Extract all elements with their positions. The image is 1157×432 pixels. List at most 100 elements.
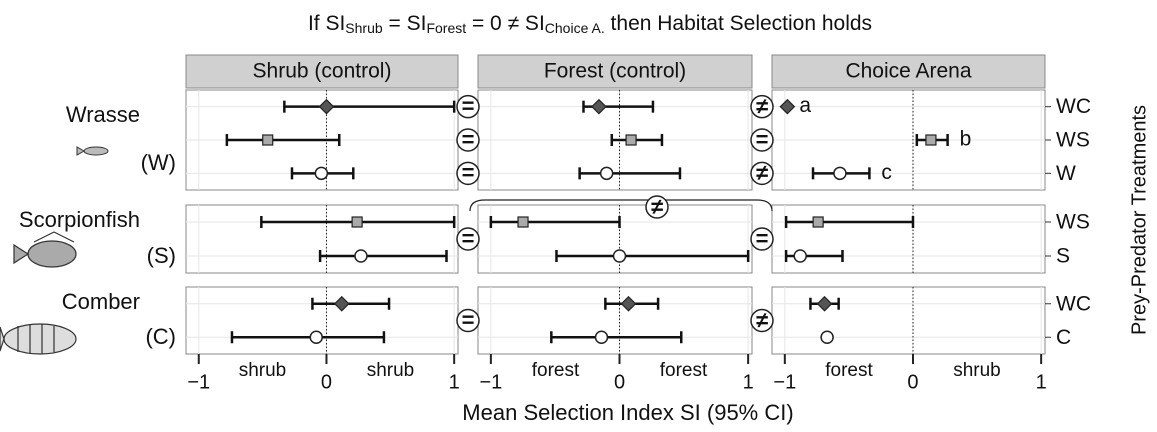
group-label: Wrasse [66,102,140,127]
point [354,249,368,263]
x-annotation: shrub [239,360,287,381]
significance-letter: a [799,94,811,117]
facet-strip [771,54,1046,89]
facet-strip [477,54,753,89]
facet-label: Shrub (control) [253,60,392,83]
x-tick-label: −1 [187,371,210,393]
point [612,249,627,263]
x-annotation: forest [825,360,873,381]
treatment-label: WC [1056,292,1091,315]
comparison-circle [750,161,774,186]
fish-icon [76,146,109,156]
title-subscript: Choice A. [545,20,605,36]
significance-letter: b [960,128,972,151]
point [591,98,607,115]
treatment-label: C [1056,326,1071,349]
comparison-circle [750,128,774,152]
comparison-circle [456,161,480,186]
treatment-label: WS [1056,211,1090,234]
title-subscript: Forest [426,20,466,36]
bracket [469,199,773,212]
panel [185,204,459,274]
panel [771,204,1046,274]
x-tick-label: −1 [479,371,502,393]
x-annotation: shrub [953,360,1001,381]
comparison-circle [750,308,774,333]
comparison-circle [750,227,774,251]
x-tick-label: 1 [743,371,754,393]
point [517,216,529,228]
treatment-label: W [1056,162,1076,185]
point [833,166,847,181]
title-text: = 0 ≠ SI [466,12,545,35]
point [816,295,833,312]
group-code: (C) [145,324,176,349]
comparison-symbol: ≠ [756,307,768,332]
title-subscript: Shrub [345,20,383,36]
panel [477,286,753,355]
facet-strip [185,54,459,89]
x-tick-label: 0 [907,371,918,393]
comparison-symbol: = [756,127,769,152]
point [333,295,350,312]
x-tick-label: −1 [773,371,796,393]
x-annotation: forest [660,360,708,381]
point [925,134,937,146]
point [314,166,329,181]
comparison-symbol: = [462,93,475,118]
title-text: If SI [308,12,345,35]
fish-icon [13,231,77,268]
y2-axis-label: Prey-Predator Treatments [1128,105,1150,335]
comparison-symbol: ≠ [756,160,768,185]
point [594,330,609,344]
point [812,216,824,228]
group-code: (S) [147,243,176,268]
x-tick-label: 1 [1036,371,1047,393]
treatment-label: WC [1056,95,1091,118]
point [779,98,796,115]
point [262,134,274,146]
chart-title: If SIShrub = SIForest = 0 ≠ SIChoice A. … [308,12,872,36]
point [351,216,363,228]
panel [185,286,459,355]
treatment-label: WS [1056,129,1090,152]
comparison-symbol: = [462,160,475,185]
point [620,295,637,312]
x-annotation: shrub [367,360,415,381]
comparison-symbol: = [462,307,475,332]
panel [771,286,1046,355]
x-annotation: forest [532,360,580,381]
comparison-circle [456,227,480,251]
group-code: (W) [141,150,176,175]
comparison-circle [456,308,480,333]
fish-icon [0,323,77,355]
comparison-circle [456,94,480,119]
comparison-circle [750,94,774,119]
group-label: Scorpionfish [19,207,140,232]
point [599,166,614,181]
facet-label: Choice Arena [845,60,971,83]
x-tick-label: 0 [614,371,625,393]
x-tick-label: 1 [449,371,460,393]
comparison-circle [645,195,669,219]
point [793,249,807,263]
comparison-symbol: ≠ [756,93,768,118]
comparison-symbol: = [756,226,769,251]
x-axis-label: Mean Selection Index SI (95% CI) [462,400,793,425]
facet-label: Forest (control) [544,60,686,83]
comparison-symbol: = [462,127,475,152]
point [309,330,324,344]
comparison-circle [456,128,480,152]
point [625,134,637,146]
title-text: = SI [383,12,427,35]
comparison-symbol: = [462,226,475,251]
x-tick-label: 0 [321,371,332,393]
group-label: Comber [62,289,140,314]
panel [477,204,753,274]
title-text: then Habitat Selection holds [605,12,872,35]
treatment-label: S [1056,245,1070,268]
comparison-symbol: ≠ [651,194,663,219]
significance-letter: c [881,161,892,184]
point [318,98,335,115]
